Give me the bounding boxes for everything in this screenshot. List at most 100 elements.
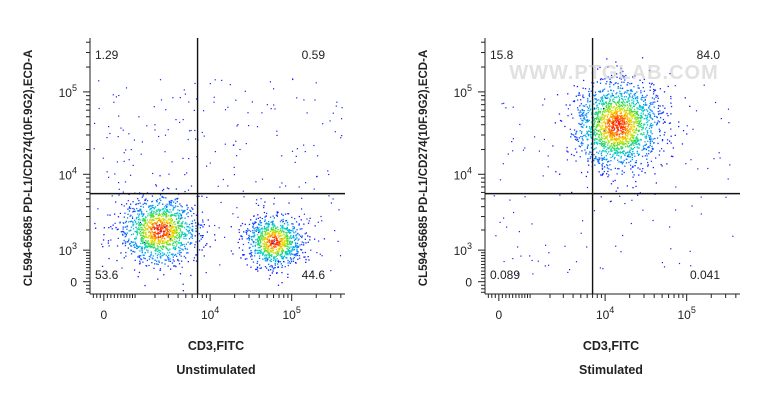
event-point (171, 225, 173, 228)
event-point (142, 220, 144, 222)
event-point (132, 221, 134, 223)
event-point (586, 116, 588, 118)
event-point (603, 120, 606, 122)
event-point (171, 262, 174, 264)
event-point (276, 230, 279, 232)
event-point (271, 247, 273, 249)
event-point (178, 250, 180, 252)
event-point (277, 263, 279, 265)
event-point (242, 249, 244, 251)
event-point (271, 265, 273, 267)
event-point (627, 131, 629, 133)
event-point (594, 128, 596, 130)
event-point (282, 241, 284, 243)
event-point (631, 134, 634, 136)
event-point (625, 146, 627, 148)
event-point (147, 251, 149, 253)
event-point (573, 154, 575, 157)
event-point (334, 131, 336, 133)
event-point (645, 136, 648, 138)
event-point (632, 141, 634, 143)
event-point (341, 135, 343, 137)
event-point (635, 160, 637, 162)
event-point (596, 111, 598, 114)
event-point (148, 205, 150, 207)
event-point (611, 127, 614, 130)
event-point (148, 235, 150, 237)
event-point (153, 227, 156, 229)
event-point (596, 132, 598, 134)
event-point (170, 226, 172, 228)
event-point (599, 140, 601, 143)
event-point (263, 245, 265, 247)
event-point (153, 240, 156, 242)
event-point (601, 103, 603, 105)
event-point (689, 250, 691, 252)
event-point (141, 242, 144, 244)
event-point (283, 223, 286, 225)
event-point (135, 237, 137, 240)
event-point (601, 174, 603, 176)
event-point (229, 84, 231, 86)
event-point (166, 203, 168, 205)
event-point (153, 235, 155, 237)
event-point (651, 82, 653, 84)
event-point (269, 249, 272, 252)
event-point (136, 228, 138, 230)
event-point (601, 114, 603, 116)
event-point (616, 125, 618, 128)
event-point (620, 161, 622, 163)
event-point (182, 119, 184, 121)
event-point (271, 272, 273, 274)
event-point (140, 222, 142, 225)
event-point (139, 260, 141, 262)
event-point (623, 141, 625, 143)
event-point (153, 239, 156, 241)
event-point (603, 144, 605, 146)
event-point (598, 133, 600, 136)
event-point (623, 104, 625, 106)
event-point (174, 254, 176, 256)
event-point (275, 231, 277, 233)
event-point (613, 141, 615, 143)
event-point (593, 113, 596, 115)
event-point (617, 123, 619, 125)
event-point (340, 137, 342, 139)
event-point (621, 130, 623, 132)
event-point (287, 246, 289, 248)
event-point (253, 231, 255, 233)
event-point (167, 222, 169, 224)
event-point (266, 229, 268, 231)
event-point (138, 255, 140, 257)
event-point (136, 223, 138, 225)
event-point (169, 225, 171, 227)
event-point (613, 149, 616, 151)
event-point (633, 131, 635, 133)
event-point (107, 240, 110, 242)
event-point (163, 242, 166, 244)
event-point (640, 114, 642, 117)
event-point (328, 173, 330, 176)
event-point (165, 214, 167, 216)
event-point (579, 94, 581, 96)
event-point (622, 103, 624, 105)
event-point (598, 171, 600, 173)
event-point (618, 122, 620, 124)
event-point (256, 238, 258, 240)
event-point (575, 160, 577, 162)
event-point (607, 93, 609, 96)
event-point (664, 121, 666, 123)
event-point (137, 228, 139, 230)
event-point (177, 241, 180, 244)
event-point (633, 146, 636, 149)
event-point (627, 106, 629, 108)
event-point (181, 217, 183, 219)
event-point (141, 249, 143, 252)
event-point (642, 106, 644, 108)
event-point (255, 181, 257, 183)
event-point (644, 147, 646, 150)
event-point (268, 239, 270, 241)
event-point (257, 252, 259, 254)
event-point (647, 130, 649, 132)
event-point (605, 137, 608, 139)
